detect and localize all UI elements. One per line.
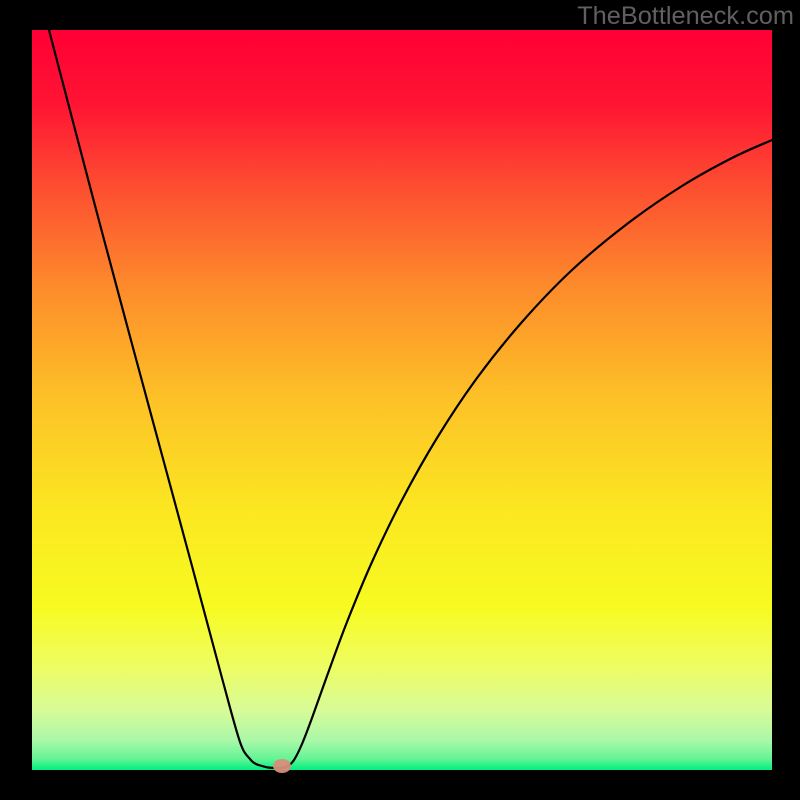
bottleneck-curve (32, 30, 772, 770)
curve-path (49, 30, 772, 768)
chart-container: TheBottleneck.com (0, 0, 800, 800)
plot-area (32, 30, 772, 770)
optimum-marker (273, 759, 291, 773)
watermark-text: TheBottleneck.com (577, 2, 794, 31)
